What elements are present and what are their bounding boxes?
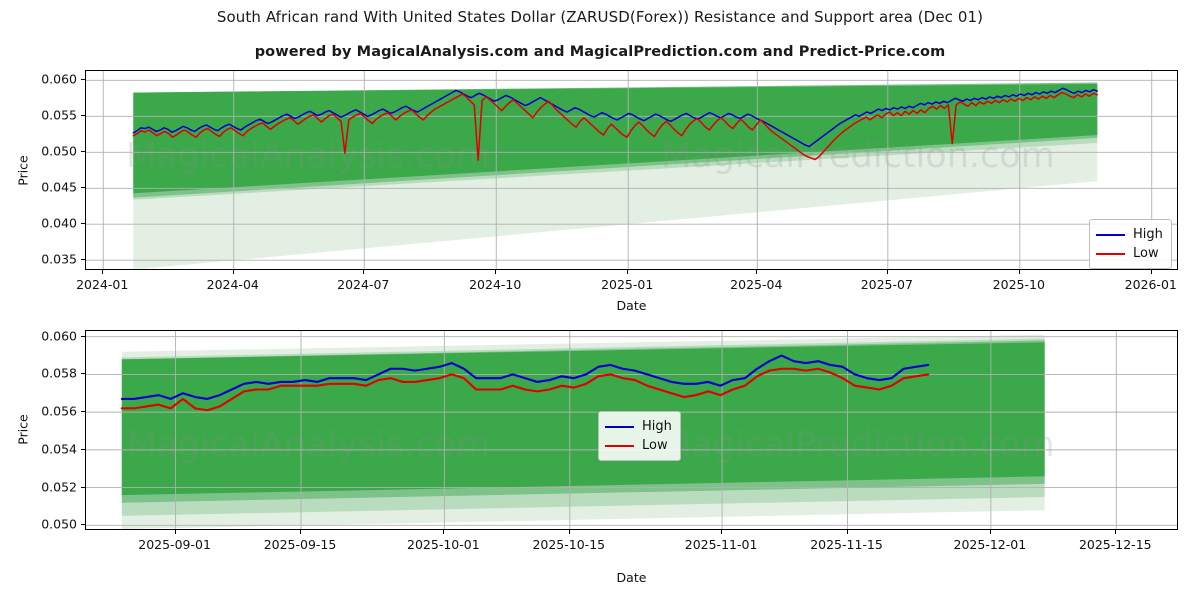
legend-entry[interactable]: Low	[605, 436, 672, 455]
legend-label: Low	[642, 438, 668, 453]
x-tick-label: 2025-09-01	[138, 537, 211, 552]
x-tick-label: 2025-12-01	[953, 537, 1027, 552]
page-title: South African rand With United States Do…	[216, 8, 984, 26]
x-tick-mark	[568, 530, 570, 534]
legend-label: High	[642, 419, 672, 434]
x-tick-mark	[1115, 530, 1117, 534]
series-line-high	[120, 354, 930, 400]
y-tick-mark	[81, 79, 85, 81]
series-line-low	[132, 91, 1098, 161]
y-tick-mark	[81, 151, 85, 153]
x-tick-label: 2025-10-01	[407, 537, 480, 552]
watermark: MagicalPrediction.com	[661, 425, 1055, 465]
x-tick-label: 2024-10	[469, 277, 522, 292]
y-tick-mark	[81, 187, 85, 189]
x-tick-mark	[721, 530, 723, 534]
x-tick-mark	[756, 270, 758, 274]
y-tick-mark	[81, 411, 85, 413]
legend-line-swatch	[605, 444, 634, 447]
x-tick-label: 2025-07	[860, 277, 913, 292]
legend-line-swatch	[605, 425, 634, 428]
plot-canvas: MagicalAnalysis.com MagicalPrediction.com	[86, 331, 1177, 529]
zoom-legend[interactable]: High Low	[598, 411, 681, 461]
y-tick-label: 0.060	[41, 71, 77, 87]
x-tick-mark	[232, 270, 234, 274]
legend-label: High	[1133, 227, 1163, 242]
plot-canvas: MagicalAnalysis.com MagicalPrediction.com	[86, 71, 1177, 269]
x-tick-label: 2025-10	[992, 277, 1045, 292]
x-tick-mark	[1018, 270, 1020, 274]
x-tick-mark	[886, 270, 888, 274]
legend-entry[interactable]: High	[605, 417, 672, 436]
y-tick-label: 0.050	[41, 143, 77, 159]
y-tick-mark	[81, 486, 85, 488]
overview-x-axis-label: Date	[616, 298, 647, 313]
y-tick-label: 0.054	[41, 441, 77, 457]
y-tick-mark	[81, 115, 85, 117]
x-tick-mark	[363, 270, 365, 274]
x-tick-mark	[627, 270, 629, 274]
band-core	[133, 83, 1098, 194]
y-tick-label: 0.055	[41, 107, 77, 123]
y-tick-label: 0.040	[41, 215, 77, 231]
overview-plot-area: MagicalAnalysis.com MagicalPrediction.com	[85, 70, 1178, 270]
x-tick-label: 2024-01	[76, 277, 129, 292]
x-tick-label: 2024-04	[206, 277, 259, 292]
legend-line-swatch	[1096, 233, 1125, 236]
page-subtitle: powered by MagicalAnalysis.com and Magic…	[254, 44, 946, 60]
x-tick-label: 2025-01	[601, 277, 654, 292]
overview-chart-panel: Price Date MagicalAnalysis.com MagicalPre…	[16, 70, 1178, 313]
x-tick-mark	[443, 530, 445, 534]
y-tick-mark	[81, 524, 85, 526]
series-line-low	[120, 367, 930, 412]
watermark: MagicalPrediction.com	[661, 136, 1055, 176]
overview-legend[interactable]: High Low	[1089, 219, 1172, 269]
x-tick-label: 2025-09-15	[263, 537, 337, 552]
x-tick-mark	[495, 270, 497, 274]
x-tick-mark	[989, 530, 991, 534]
y-tick-label: 0.052	[41, 479, 77, 495]
y-tick-label: 0.050	[41, 516, 77, 532]
legend-entry[interactable]: Low	[1096, 244, 1163, 263]
watermark: MagicalAnalysis.com	[126, 136, 490, 176]
x-tick-mark	[300, 530, 302, 534]
y-tick-mark	[81, 223, 85, 225]
legend-line-swatch	[1096, 252, 1125, 255]
x-tick-label: 2026-01	[1124, 277, 1177, 292]
y-tick-label: 0.045	[41, 179, 77, 195]
band-core	[121, 342, 1045, 496]
y-tick-label: 0.058	[41, 365, 77, 381]
y-tick-mark	[81, 335, 85, 337]
y-tick-label: 0.060	[41, 328, 77, 344]
x-tick-mark	[174, 530, 176, 534]
x-tick-label: 2025-10-15	[532, 537, 606, 552]
y-tick-label: 0.056	[41, 403, 77, 419]
x-tick-label: 2024-07	[337, 277, 390, 292]
y-tick-mark	[81, 373, 85, 375]
zoom-x-axis-label: Date	[616, 570, 647, 585]
watermark: MagicalAnalysis.com	[126, 425, 490, 465]
y-tick-mark	[81, 448, 85, 450]
series-line-high	[132, 87, 1098, 148]
x-tick-label: 2025-11-15	[810, 537, 883, 552]
x-tick-mark	[102, 270, 104, 274]
y-tick-mark	[81, 259, 85, 261]
x-tick-label: 2025-12-15	[1078, 537, 1152, 552]
legend-entry[interactable]: High	[1096, 225, 1163, 244]
x-tick-label: 2025-11-01	[684, 537, 758, 552]
x-tick-mark	[1150, 270, 1152, 274]
y-tick-label: 0.035	[41, 251, 77, 267]
x-tick-mark	[846, 530, 848, 534]
legend-label: Low	[1133, 246, 1159, 261]
x-tick-label: 2025-04	[730, 277, 783, 292]
